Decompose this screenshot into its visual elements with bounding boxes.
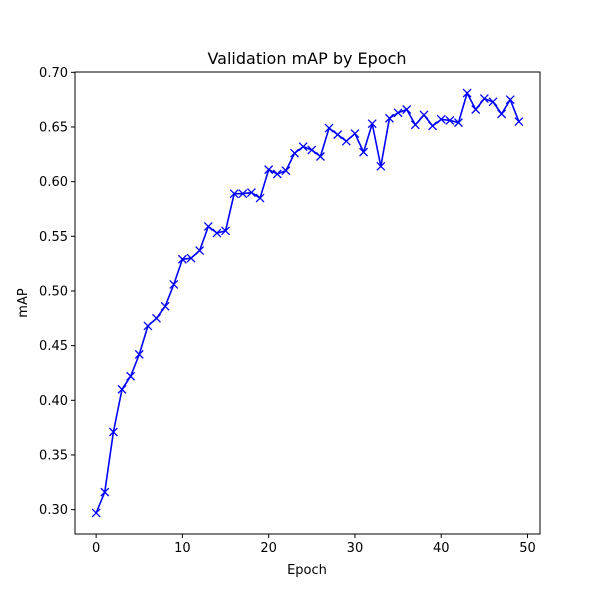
data-point-marker — [393, 108, 403, 118]
data-point-marker — [402, 105, 412, 114]
x-axis-title: Epoch — [287, 563, 327, 578]
data-point-marker — [169, 279, 179, 289]
y-tick-label: 0.60 — [39, 175, 68, 190]
data-point-marker — [100, 487, 110, 497]
x-tick-label: 0 — [92, 541, 100, 556]
x-tick-label: 20 — [260, 541, 277, 556]
y-axis: 0.30 0.35 0.40 0.45 0.50 0.55 0.60 0.65 0.70 — [39, 66, 75, 518]
data-point-marker — [359, 147, 369, 157]
data-point-marker — [264, 165, 274, 175]
data-point-marker — [367, 119, 377, 129]
data-point-marker — [324, 123, 334, 133]
y-tick-label: 0.45 — [39, 339, 68, 354]
data-point-marker — [134, 349, 144, 359]
data-point-marker — [195, 246, 205, 255]
data-point-marker — [203, 222, 213, 231]
data-point-marker — [126, 371, 136, 381]
data-point-marker — [160, 301, 170, 311]
data-point-marker — [315, 152, 325, 161]
x-tick-label: 40 — [433, 541, 450, 556]
data-point-marker — [376, 161, 386, 171]
series-line — [95, 92, 520, 514]
data-point-marker — [454, 118, 463, 128]
data-point-marker — [281, 166, 291, 176]
y-tick-label: 0.55 — [39, 230, 68, 245]
data-point-marker — [410, 120, 420, 130]
data-point-marker — [117, 384, 127, 394]
data-point-marker — [186, 253, 196, 263]
data-point-marker — [238, 189, 248, 199]
data-point-marker — [91, 508, 101, 518]
y-tick-label: 0.50 — [39, 284, 68, 299]
data-point-marker — [143, 321, 153, 331]
y-tick-label: 0.35 — [39, 448, 68, 463]
data-point-marker — [290, 148, 300, 158]
chart-title: Validation mAP by Epoch — [207, 49, 406, 68]
data-point-marker — [514, 117, 524, 126]
data-point-marker — [462, 88, 472, 98]
data-point-marker — [212, 228, 222, 238]
x-tick-label: 30 — [347, 541, 364, 556]
data-point-marker — [298, 142, 308, 152]
y-tick-label: 0.30 — [39, 503, 68, 518]
data-point-marker — [108, 427, 118, 437]
data-point-marker — [341, 136, 351, 146]
data-point-marker — [436, 114, 446, 124]
x-tick-label: 10 — [174, 541, 191, 556]
data-point-marker — [479, 94, 489, 104]
data-point-marker — [350, 129, 360, 139]
data-point-marker — [307, 145, 317, 155]
data-point-marker — [221, 226, 231, 236]
data-point-marker — [246, 188, 256, 198]
data-point-marker — [445, 115, 455, 125]
y-axis-title: mAP — [16, 288, 31, 318]
data-point-marker — [333, 130, 343, 140]
plot-area — [91, 88, 524, 518]
data-point-marker — [505, 95, 515, 105]
data-point-marker — [497, 109, 507, 119]
plot-frame — [74, 71, 541, 535]
data-point-marker — [419, 110, 429, 120]
data-point-marker — [255, 193, 265, 203]
y-tick-label: 0.40 — [39, 394, 68, 409]
x-axis: 0 10 20 30 40 50 — [92, 534, 536, 556]
data-point-marker — [384, 113, 394, 123]
x-tick-label: 50 — [519, 541, 536, 556]
data-point-marker — [471, 105, 481, 114]
data-point-marker — [428, 121, 438, 131]
data-point-marker — [177, 254, 187, 264]
data-point-marker — [488, 97, 498, 107]
y-tick-label: 0.65 — [39, 120, 68, 135]
y-tick-label: 0.70 — [39, 66, 68, 81]
data-point-marker — [229, 189, 239, 199]
data-point-marker — [272, 169, 282, 179]
data-point-marker — [152, 313, 161, 323]
